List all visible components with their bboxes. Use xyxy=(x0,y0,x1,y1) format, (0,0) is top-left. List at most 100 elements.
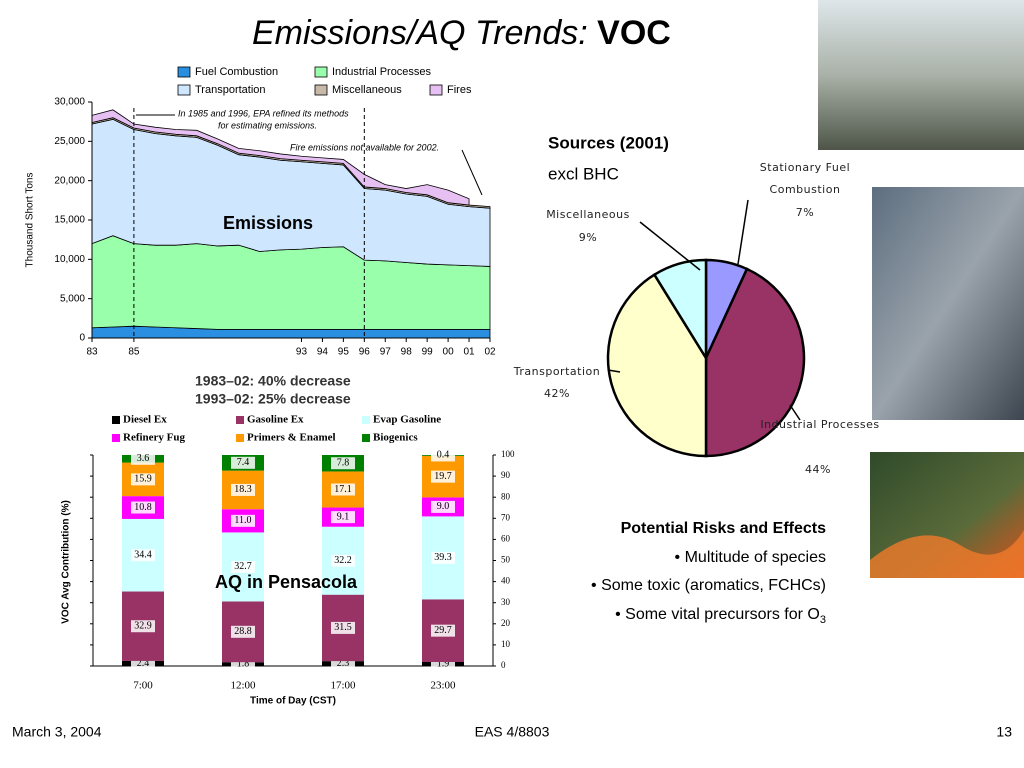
data-label: 32.9 xyxy=(134,621,152,632)
data-label: 31.5 xyxy=(334,622,352,633)
x-tick-label: 7:00 xyxy=(133,680,153,692)
data-label: 32.7 xyxy=(234,561,252,572)
x-tick-label: 17:00 xyxy=(330,680,356,692)
data-label: 9.1 xyxy=(337,511,350,522)
label-box xyxy=(231,514,255,527)
legend-swatch xyxy=(177,84,191,96)
legend-swatch xyxy=(429,84,443,96)
y-tick-label: 60 xyxy=(501,533,511,543)
chart-label: AQ in Pensacola xyxy=(215,572,358,592)
data-label: 11.0 xyxy=(234,515,251,526)
x-tick-label: 00 xyxy=(443,347,455,358)
label-box xyxy=(231,625,255,638)
y-tick-label: 80 xyxy=(501,491,511,501)
legend-label: Fires xyxy=(447,84,472,96)
label-box xyxy=(331,457,355,470)
label-box xyxy=(231,483,255,496)
legend-label: Primers & Enamel xyxy=(247,432,336,444)
data-label: 2.3 xyxy=(337,658,350,669)
chart-label: Emissions xyxy=(223,213,313,233)
summary: 1983–02: 40% decrease xyxy=(195,373,351,389)
risk-item-text: • Some vital precursors for O xyxy=(615,606,820,623)
x-tick-label: 02 xyxy=(484,347,496,358)
data-label: 15.9 xyxy=(134,474,152,485)
y-tick-label: 70 xyxy=(501,512,511,522)
pie-label: Stationary Fuel Combustion xyxy=(759,161,851,196)
legend-label: Diesel Ex xyxy=(123,414,167,426)
data-label: 17.1 xyxy=(334,484,352,495)
area xyxy=(91,109,470,206)
y-tick-label: 30,000 xyxy=(54,97,85,108)
risk-item: • Multitude of species xyxy=(675,549,826,566)
label-box xyxy=(231,560,255,573)
pie-slice xyxy=(652,258,708,363)
pie-value-label: 42% xyxy=(544,387,570,400)
title-text: Emissions/AQ Trends: xyxy=(252,14,597,52)
pie-value-label: 44% xyxy=(805,463,831,476)
pie-label: Transportation xyxy=(513,365,601,378)
data-label: 1.9 xyxy=(437,658,450,669)
y-tick-label: 25,000 xyxy=(54,136,85,147)
fire-flames xyxy=(870,530,1024,578)
footer-date: March 3, 2004 xyxy=(12,724,102,740)
label-box xyxy=(231,456,255,469)
data-label: 39.3 xyxy=(434,552,452,563)
legend-swatch xyxy=(236,434,244,442)
data-label: 7.4 xyxy=(237,457,250,468)
x-tick-label: 23:00 xyxy=(430,680,456,692)
annotation-arrow xyxy=(461,149,483,196)
data-label: 32.2 xyxy=(334,555,352,566)
label-box xyxy=(131,620,155,633)
label-box xyxy=(131,501,155,514)
pie-label: Miscellaneous xyxy=(546,208,630,221)
y-tick-label: 40 xyxy=(501,576,511,586)
legend-label: Transportation xyxy=(195,84,266,96)
legend-label: Gasoline Ex xyxy=(247,414,304,426)
annotation: for estimating emissions. xyxy=(218,120,317,130)
legend-swatch xyxy=(177,66,191,78)
x-tick-label: 99 xyxy=(422,347,434,358)
y-tick-label: 30 xyxy=(501,597,511,607)
legend-swatch xyxy=(314,66,328,78)
data-label: 10.8 xyxy=(134,502,152,513)
x-tick-label: 85 xyxy=(128,347,140,358)
highway-photo xyxy=(872,187,1024,420)
label-box xyxy=(431,551,455,564)
pie-title: Sources (2001) xyxy=(548,133,669,152)
data-label: 19.7 xyxy=(434,471,452,482)
y-tick-label: 20,000 xyxy=(54,175,85,186)
pie-slice xyxy=(704,267,806,458)
legend-swatch xyxy=(236,416,244,424)
legend-label: Miscellaneous xyxy=(332,84,402,96)
y-tick-label: 15,000 xyxy=(54,215,85,226)
y-tick-label: 100 xyxy=(501,449,515,459)
pie-value-label: 9% xyxy=(578,231,598,244)
x-tick-label: 94 xyxy=(317,347,329,358)
x-tick-label: 12:00 xyxy=(230,680,256,692)
refinery-photo xyxy=(818,0,1024,150)
x-axis-label: Time of Day (CST) xyxy=(250,696,336,707)
label-box xyxy=(131,549,155,562)
label-box xyxy=(431,449,455,462)
legend-label: Fuel Combustion xyxy=(195,66,278,78)
title-bold: VOC xyxy=(597,14,671,52)
y-tick-label: 50 xyxy=(501,555,511,565)
y-tick-label: 20 xyxy=(501,618,511,628)
legend-swatch xyxy=(112,416,120,424)
legend-label: Biogenics xyxy=(373,432,418,444)
y-tick-label: 0 xyxy=(501,660,506,670)
data-label: 1.8 xyxy=(237,658,250,669)
y-tick-label: 90 xyxy=(501,470,511,480)
data-label: 29.7 xyxy=(434,625,452,636)
leader-line xyxy=(737,199,749,265)
data-label: 0.4 xyxy=(437,450,450,461)
footer-page: 13 xyxy=(996,724,1012,740)
leader-line xyxy=(789,404,801,421)
label-box xyxy=(331,511,355,524)
y-tick-label: 10,000 xyxy=(54,254,85,265)
leader-line xyxy=(607,369,621,373)
legend-label: Refinery Fug xyxy=(123,432,186,444)
summary: 1993–02: 25% decrease xyxy=(195,391,351,407)
legend-swatch xyxy=(362,434,370,442)
